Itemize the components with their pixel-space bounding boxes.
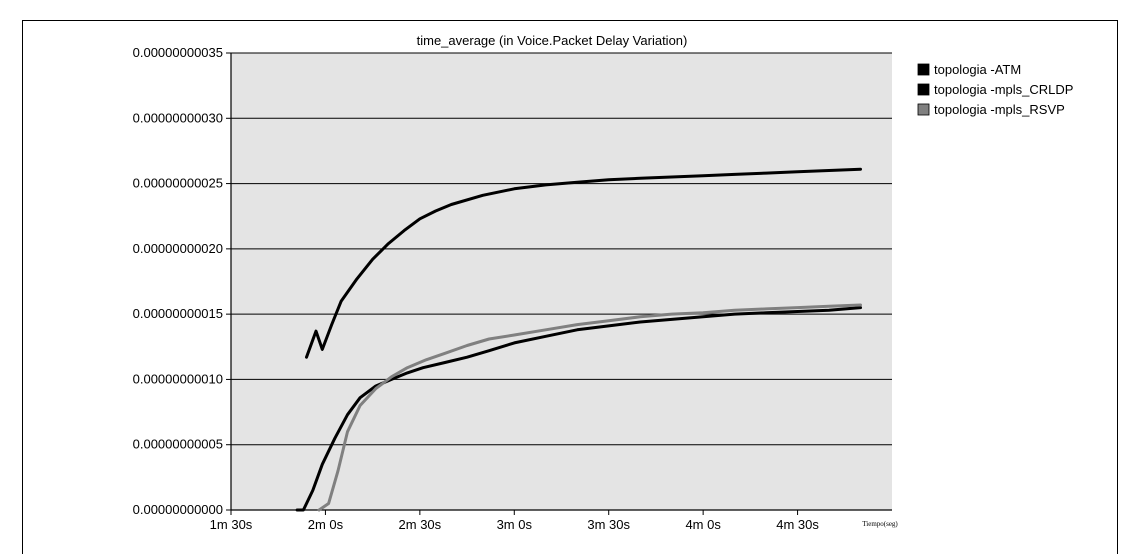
series-line-2 <box>295 306 862 512</box>
y-tick-labels: 0.00000000000 0.00000000005 0.00000000010 0… <box>133 45 223 517</box>
series-lines <box>295 167 862 512</box>
y-tick-label: 0.00000000025 <box>133 176 223 191</box>
legend-swatch <box>917 103 930 116</box>
x-tick-labels: 1m 30s 2m 0s 2m 30s 3m 0s 3m 30s 4m 0s 4m 30s <box>210 517 820 532</box>
x-tick-label: 3m 0s <box>497 517 533 532</box>
legend-label: topologia -ATM <box>934 62 1021 77</box>
legend: topologia -ATM topologia -mpls_CRLDPtopol… <box>917 62 1073 117</box>
series-line-3 <box>317 303 862 512</box>
axes <box>230 53 892 511</box>
x-tick-label: 1m 30s <box>210 517 253 532</box>
x-tick-label: 2m 0s <box>308 517 344 532</box>
x-tick-label: 4m 30s <box>776 517 819 532</box>
legend-swatch <box>917 83 930 96</box>
y-tick-label: 0.00000000010 <box>133 371 223 386</box>
legend-label: topologia -mpls_CRLDP <box>934 82 1073 97</box>
chart-title: time_average (in Voice.Packet Delay Vari… <box>417 33 688 48</box>
series-line-1 <box>305 167 862 359</box>
x-tick-label: 4m 0s <box>685 517 721 532</box>
x-tick-label: 3m 30s <box>587 517 630 532</box>
y-tick-label: 0.00000000035 <box>133 45 223 60</box>
y-tick-label: 0.00000000015 <box>133 306 223 321</box>
plot-area <box>231 53 892 510</box>
y-tick-label: 0.00000000030 <box>133 110 223 125</box>
x-tick-label: 2m 30s <box>399 517 442 532</box>
y-tick-label: 0.00000000020 <box>133 241 223 256</box>
y-tick-label: 0.00000000005 <box>133 437 223 452</box>
y-tick-label: 0.00000000000 <box>133 502 223 517</box>
x-axis-label: Tiempo(seg) <box>862 520 898 528</box>
legend-label: topologia -mpls_RSVP <box>934 102 1065 117</box>
legend-swatch <box>917 63 930 76</box>
